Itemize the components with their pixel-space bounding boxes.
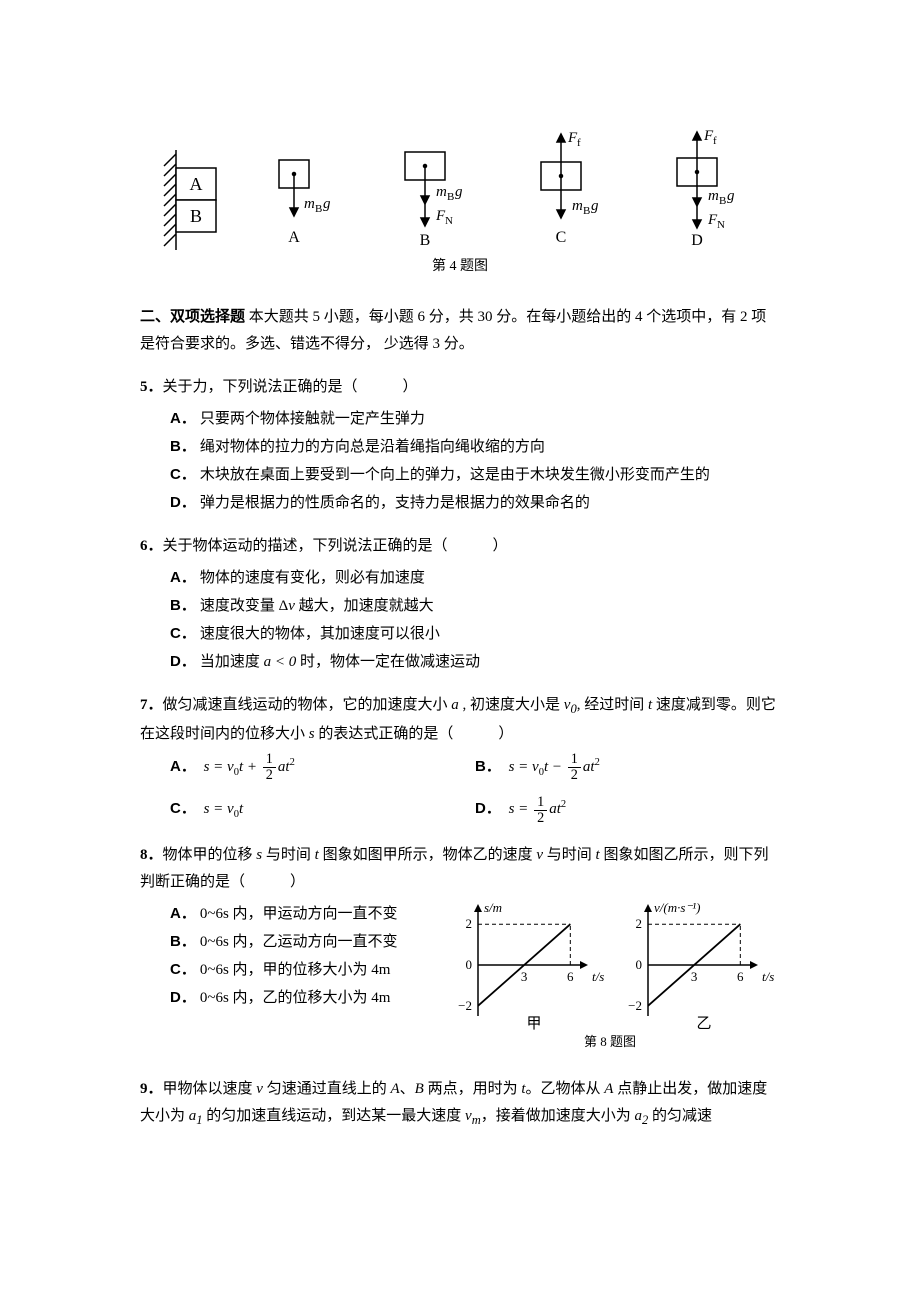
svg-text:乙: 乙	[696, 1016, 711, 1032]
svg-text:m: m	[572, 198, 583, 214]
q6-opt-b: B．速度改变量 Δv 越大，加速度就越大	[140, 592, 780, 620]
svg-text:B: B	[447, 191, 454, 203]
q8-opt-b: B．0~6s 内，乙运动方向一直不变	[140, 928, 428, 956]
q5-opt-a: A．只要两个物体接触就一定产生弹力	[140, 405, 780, 433]
svg-text:m: m	[436, 184, 447, 200]
q5-opt-d: D．弹力是根据力的性质命名的，支持力是根据力的效果命名的	[140, 489, 780, 517]
q7-opt-b: B． s = v0t − 12at2	[475, 752, 780, 783]
section2-heading-bold: 二、双项选择题	[140, 308, 245, 325]
q4-wall-blocks: A B	[158, 150, 228, 250]
q7-stem-text: 做匀减速直线运动的物体，它的加速度大小 a , 初速度大小是 v0, 经过时间 …	[140, 697, 776, 742]
block-a-label: A	[190, 174, 203, 194]
svg-text:g: g	[455, 184, 463, 200]
q8-opt-c: C．0~6s 内，甲的位移大小为 4m	[140, 956, 428, 984]
q7-options: A． s = v0t + 12at2 B． s = v0t − 12at2 C．…	[140, 752, 780, 826]
svg-text:3: 3	[521, 969, 528, 984]
q7-opt-c: C． s = v0t	[170, 795, 475, 825]
svg-text:m: m	[304, 196, 315, 212]
svg-text:6: 6	[737, 969, 744, 984]
svg-text:g: g	[591, 198, 599, 214]
q8-caption: 第 8 题图	[584, 1034, 636, 1049]
svg-text:B: B	[315, 203, 322, 215]
q6-opt-c: C．速度很大的物体，其加速度可以很小	[140, 620, 780, 648]
q8-graphs: −2 0 2 3 6 s/m t/s 甲 −2 0 2 3 6 v/(m·s⁻¹) t/s 乙 第 8 题图	[440, 900, 780, 1060]
svg-text:B: B	[583, 205, 590, 217]
q9: 9．甲物体以速度 v 匀速通过直线上的 A、B 两点，用时为 t。乙物体从 A …	[140, 1076, 780, 1132]
svg-text:f: f	[713, 135, 717, 147]
q8-stem-text: 物体甲的位移 s 与时间 t 图象如图甲所示，物体乙的速度 v 与时间 t 图象…	[140, 847, 768, 890]
svg-text:0: 0	[466, 957, 473, 972]
svg-text:甲: 甲	[526, 1016, 541, 1032]
q4-opt-b-letter: B	[420, 232, 431, 249]
q8-graph-left: −2 0 2 3 6 s/m t/s 甲	[458, 900, 604, 1032]
svg-text:0: 0	[636, 957, 643, 972]
svg-text:−2: −2	[628, 997, 642, 1012]
q9-stem: 9．甲物体以速度 v 匀速通过直线上的 A、B 两点，用时为 t。乙物体从 A …	[140, 1076, 780, 1132]
svg-text:s/m: s/m	[484, 900, 502, 915]
svg-text:6: 6	[567, 969, 574, 984]
svg-text:−2: −2	[458, 997, 472, 1012]
q4-option-d: F f m B g F N D	[662, 130, 762, 250]
q8-opt-d: D．0~6s 内，乙的位移大小为 4m	[140, 984, 428, 1012]
q6-opt-d: D．当加速度 a < 0 时，物体一定在做减速运动	[140, 648, 780, 676]
q6-stem: 6．关于物体运动的描述，下列说法正确的是（ ）	[140, 533, 780, 560]
q8-graph-right: −2 0 2 3 6 v/(m·s⁻¹) t/s 乙	[628, 900, 774, 1032]
q5-options: A．只要两个物体接触就一定产生弹力 B．绳对物体的拉力的方向总是沿着绳指向绳收缩…	[140, 405, 780, 517]
q4-opt-a-letter: A	[288, 229, 300, 246]
q4-figure-row: A B m B g A m B g F N B	[140, 130, 780, 250]
q8-stem: 8．物体甲的位移 s 与时间 t 图象如图甲所示，物体乙的速度 v 与时间 t …	[140, 842, 780, 896]
block-b-label: B	[190, 206, 202, 226]
svg-text:f: f	[577, 137, 581, 149]
section2-heading: 二、双项选择题 本大题共 5 小题，每小题 6 分，共 30 分。在每小题给出的…	[140, 303, 780, 358]
q5-opt-b: B．绳对物体的拉力的方向总是沿着绳指向绳收缩的方向	[140, 433, 780, 461]
q9-stem-text: 甲物体以速度 v 匀速通过直线上的 A、B 两点，用时为 t。乙物体从 A 点静…	[140, 1081, 767, 1124]
q4-caption: 第 4 题图	[140, 254, 780, 279]
q7-stem: 7．做匀减速直线运动的物体，它的加速度大小 a , 初速度大小是 v0, 经过时…	[140, 692, 780, 748]
svg-text:t/s: t/s	[762, 969, 774, 984]
svg-text:B: B	[719, 195, 726, 207]
q6-opt-a: A．物体的速度有变化，则必有加速度	[140, 564, 780, 592]
q4-option-c: F f m B g C	[526, 130, 626, 250]
svg-text:t/s: t/s	[592, 969, 604, 984]
svg-text:g: g	[727, 188, 735, 204]
svg-text:2: 2	[636, 916, 643, 931]
svg-text:g: g	[323, 196, 331, 212]
svg-text:v/(m·s⁻¹): v/(m·s⁻¹)	[654, 900, 701, 915]
q7-opt-d: D． s = 12at2	[475, 795, 780, 826]
q6-options: A．物体的速度有变化，则必有加速度 B．速度改变量 Δv 越大，加速度就越大 C…	[140, 564, 780, 676]
q5: 5．关于力，下列说法正确的是（ ） A．只要两个物体接触就一定产生弹力 B．绳对…	[140, 374, 780, 517]
q8-opt-a: A．0~6s 内，甲运动方向一直不变	[140, 900, 428, 928]
svg-text:N: N	[445, 215, 453, 227]
svg-text:N: N	[717, 219, 725, 231]
q7-opt-a: A． s = v0t + 12at2	[170, 752, 475, 783]
svg-text:3: 3	[691, 969, 698, 984]
q4-opt-c-letter: C	[556, 229, 567, 246]
q7: 7．做匀减速直线运动的物体，它的加速度大小 a , 初速度大小是 v0, 经过时…	[140, 692, 780, 825]
q4-option-a: m B g A	[264, 130, 354, 250]
svg-text:2: 2	[466, 916, 473, 931]
q4-opt-d-letter: D	[691, 232, 703, 249]
q4-option-b: m B g F N B	[390, 130, 490, 250]
q8-options: A．0~6s 内，甲运动方向一直不变 B．0~6s 内，乙运动方向一直不变 C．…	[140, 900, 428, 1060]
q5-opt-c: C．木块放在桌面上要受到一个向上的弹力，这是由于木块发生微小形变而产生的	[140, 461, 780, 489]
q8: 8．物体甲的位移 s 与时间 t 图象如图甲所示，物体乙的速度 v 与时间 t …	[140, 842, 780, 1060]
q5-stem: 5．关于力，下列说法正确的是（ ）	[140, 374, 780, 401]
svg-text:m: m	[708, 188, 719, 204]
q6: 6．关于物体运动的描述，下列说法正确的是（ ） A．物体的速度有变化，则必有加速…	[140, 533, 780, 676]
